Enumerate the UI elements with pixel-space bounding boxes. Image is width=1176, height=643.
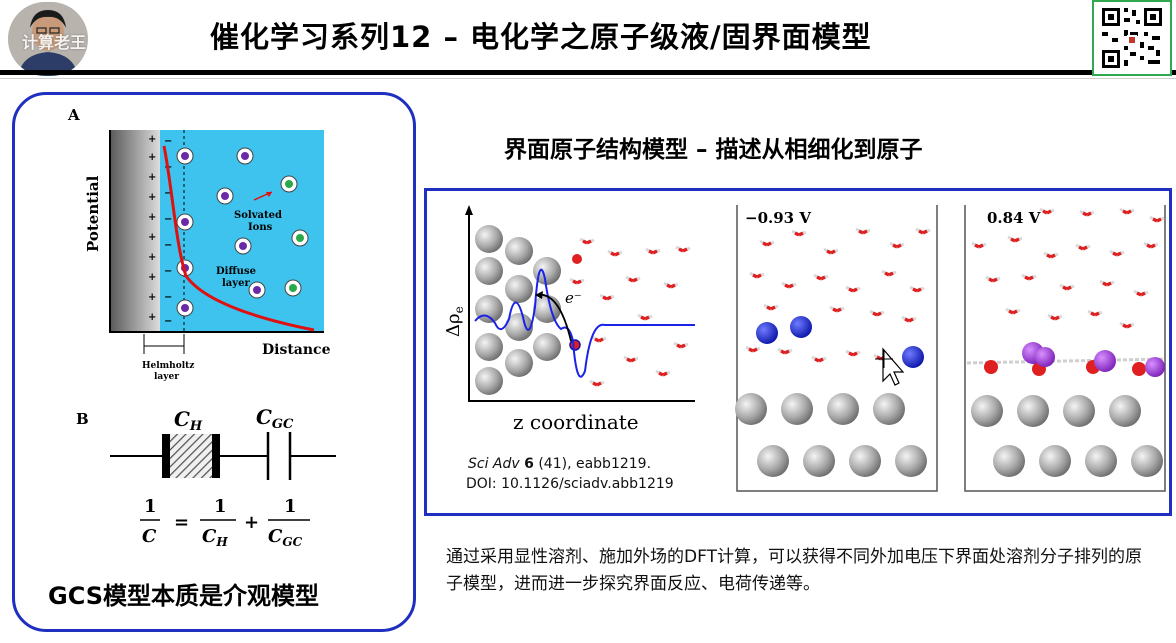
- minus-sign: −: [164, 266, 172, 277]
- plus-sign: +: [148, 252, 156, 263]
- plus-sign: +: [148, 172, 156, 183]
- plus-sign: +: [148, 312, 156, 323]
- solvated-ions-label-line2: Ions: [248, 222, 273, 233]
- plus-sign: +: [148, 192, 156, 203]
- model-cell-positive: 0.84 V: [964, 205, 1166, 492]
- reference-citation: Sci Adv 6 (41), eabb1219.: [468, 456, 651, 472]
- ch-label: CH: [174, 407, 203, 434]
- y-axis-label: Potential: [84, 175, 102, 252]
- solvated-ions: [176, 147, 309, 317]
- section-heading: 界面原子结构模型 – 描述从相细化到原子: [504, 137, 923, 163]
- plus-sign: +: [148, 232, 156, 243]
- capacitance-equation: 1 C = 1 CH + 1 CGC: [140, 496, 310, 549]
- watermark-text: 计算老王: [22, 33, 87, 52]
- minus-sign: −: [164, 316, 172, 327]
- eq-numerator: 1: [284, 496, 297, 517]
- atomic-model-illustration: e⁻ Δρe z coordinate −0.93 V 0: [443, 205, 1166, 492]
- helmholtz-label-line1: Helmholtz: [142, 361, 194, 371]
- eq-plus: +: [244, 512, 259, 533]
- description-text: 通过采用显性溶剂、施加外场的DFT计算，可以获得不同外加电压下界面处溶剂分子排列…: [446, 547, 1142, 594]
- gcs-model-diagram: A + + + + + + + + + + − − − − − − − −: [67, 106, 336, 549]
- capacitor-plate: [162, 434, 170, 478]
- title-divider-thin: [0, 78, 1176, 79]
- reference-doi: DOI: 10.1126/sciadv.abb1219: [466, 476, 674, 492]
- plus-sign: +: [148, 292, 156, 303]
- panel-a-label: A: [67, 106, 80, 124]
- slide-title: 催化学习系列12 – 电化学之原子级液/固界面模型: [210, 20, 872, 54]
- charge-density-plot: e⁻ Δρe z coordinate: [443, 205, 695, 434]
- diffuse-layer-label-line1: Diffuse: [216, 266, 256, 277]
- move-cursor-icon: [875, 347, 905, 386]
- minus-sign: −: [164, 292, 172, 303]
- plus-sign: +: [148, 152, 156, 163]
- helmholtz-label-line2: layer: [154, 372, 179, 382]
- minus-sign: −: [164, 188, 172, 199]
- axes: [109, 130, 324, 333]
- potential-label-negative: −0.93 V: [745, 209, 811, 227]
- model-cell-negative: −0.93 V: [735, 205, 938, 492]
- helmholtz-dielectric: [170, 434, 212, 478]
- electron-label: e⁻: [565, 289, 582, 307]
- plus-sign: +: [148, 272, 156, 283]
- eq-numerator: 1: [214, 496, 227, 517]
- minus-sign: −: [164, 136, 172, 147]
- title-divider: [0, 70, 1176, 75]
- qr-code: [1092, 0, 1172, 76]
- minus-sign: −: [164, 240, 172, 251]
- eq-denominator: C: [142, 526, 157, 547]
- reference-details: (41), eabb1219.: [533, 456, 652, 472]
- cgc-label: CGC: [256, 405, 294, 432]
- minus-sign: −: [164, 214, 172, 225]
- potential-curve: [162, 145, 315, 332]
- x-axis-label: Distance: [262, 342, 331, 358]
- reference-volume: 6: [524, 456, 534, 472]
- potential-label-positive: 0.84 V: [987, 209, 1041, 227]
- gcs-caption: GCS模型本质是介观模型: [48, 582, 320, 610]
- eq-denominator-ch: CH: [202, 526, 228, 549]
- pointer-arrowhead: [266, 192, 272, 197]
- qr-code-icon: [1102, 8, 1162, 68]
- panel-b-label: B: [76, 410, 89, 428]
- plus-sign: +: [148, 134, 156, 145]
- plot-y-label: Δρe: [443, 306, 466, 337]
- eq-denominator-cgc: CGC: [268, 526, 303, 549]
- eq-numerator: 1: [144, 496, 157, 517]
- solvated-ions-label-line1: Solvated: [234, 210, 282, 221]
- capacitor-plate: [212, 434, 220, 478]
- diffuse-layer-label-line2: layer: [222, 278, 250, 289]
- eq-equals: =: [174, 512, 189, 533]
- plot-x-label: z coordinate: [513, 410, 639, 434]
- reference-journal: Sci Adv: [468, 456, 520, 472]
- plus-sign: +: [148, 212, 156, 223]
- electrode-surface: [110, 130, 160, 332]
